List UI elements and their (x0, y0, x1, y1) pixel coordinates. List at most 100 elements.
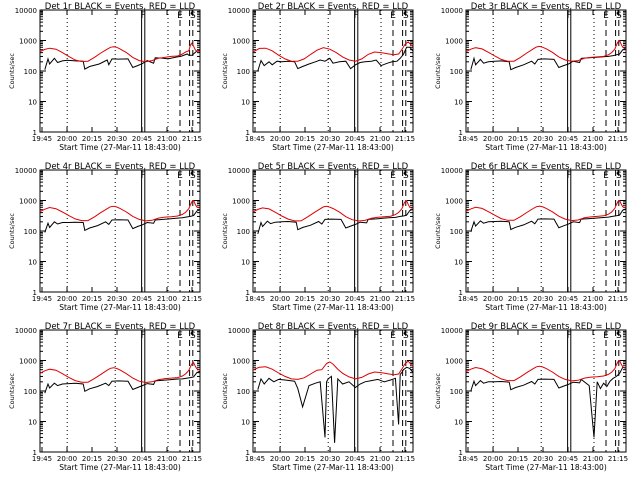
event-marker-label: F (567, 11, 572, 21)
x-tick-label: 20:15 (82, 135, 102, 143)
chart-title: Det 3r BLACK = Events, RED = LLD (471, 2, 622, 12)
y-tick-label: 1000 (445, 358, 463, 366)
chart-panel: Det 9r BLACK = Events, RED = LLD 1 10 100 10… (434, 322, 628, 472)
lld-series-line (39, 42, 201, 63)
x-tick-label: 20:15 (508, 135, 528, 143)
lld-series-line (465, 39, 627, 62)
chart-panel: Det 2r BLACK = Events, RED = LLD 1 10 100 10… (221, 2, 415, 152)
event-marker-label: E (177, 171, 183, 181)
chart-title: Det 2r BLACK = Events, RED = LLD (258, 2, 409, 12)
plot-frame (39, 9, 201, 133)
event-marker-label: E (177, 11, 183, 21)
y-axis-label: Counts/sec (8, 53, 16, 89)
x-axis-label: Start Time (27-Mar-11 18:43:00) (59, 303, 181, 312)
y-tick-label: 1 (246, 129, 250, 137)
chart-title: Det 6r BLACK = Events, RED = LLD (471, 162, 622, 172)
event-marker-label: E (177, 331, 183, 341)
x-tick-label: 18:45 (245, 295, 265, 303)
y-tick-label: 1 (246, 289, 250, 297)
x-tick-label: 20:00 (57, 135, 77, 143)
x-tick-label: 20:00 (270, 135, 290, 143)
lld-series-line (465, 359, 627, 382)
event-marker-label: S (190, 331, 196, 341)
event-marker-label: E (390, 11, 396, 21)
x-tick-label: 20:15 (508, 295, 528, 303)
y-tick-label: 10000 (441, 7, 463, 15)
event-marker-label: S (190, 11, 196, 21)
events-series-line (257, 46, 414, 72)
y-tick-label: 1000 (232, 38, 250, 46)
chart-panel: Det 7r BLACK = Events, RED = LLD 1 10 100 10… (8, 322, 202, 472)
plot-frame (465, 329, 627, 453)
x-tick-label: 20:00 (57, 455, 77, 463)
y-tick-label: 100 (24, 388, 37, 396)
x-tick-label: 20:45 (558, 295, 578, 303)
y-tick-label: 100 (450, 228, 463, 236)
chart-panel: Det 1r BLACK = Events, RED = LLD 1 10 100 10… (8, 2, 202, 152)
y-axis-label: Counts/sec (8, 373, 16, 409)
y-tick-label: 100 (450, 388, 463, 396)
x-tick-label: 21:15 (395, 135, 415, 143)
y-tick-label: 10 (241, 419, 250, 427)
x-tick-label: 20:45 (345, 295, 365, 303)
lld-series-line (39, 361, 201, 384)
x-tick-label: 21:00 (583, 135, 603, 143)
y-tick-label: 10 (241, 259, 250, 267)
events-series-line (257, 208, 414, 235)
y-tick-label: 1 (459, 289, 463, 297)
x-tick-label: 21:00 (583, 295, 603, 303)
event-marker-label: S (403, 11, 409, 21)
events-series-line (470, 208, 627, 232)
y-tick-label: 100 (237, 388, 250, 396)
x-tick-label: 20:45 (345, 455, 365, 463)
x-tick-label: 21:00 (157, 295, 177, 303)
x-tick-label: 21:15 (182, 295, 202, 303)
event-marker-label: S (616, 11, 622, 21)
x-tick-label: 20:30 (107, 455, 127, 463)
y-tick-label: 100 (237, 68, 250, 76)
x-axis-label: Start Time (27-Mar-11 18:43:00) (485, 143, 607, 152)
x-tick-label: 20:15 (82, 295, 102, 303)
x-tick-label: 21:15 (182, 455, 202, 463)
y-tick-label: 1 (459, 129, 463, 137)
y-tick-label: 1000 (445, 198, 463, 206)
y-tick-label: 10000 (228, 7, 250, 15)
x-tick-label: 21:00 (583, 455, 603, 463)
x-tick-label: 20:30 (320, 135, 340, 143)
x-axis-label: Start Time (27-Mar-11 18:43:00) (59, 463, 181, 472)
event-marker-label: E (390, 331, 396, 341)
y-tick-label: 10000 (441, 327, 463, 335)
events-series-line (44, 50, 201, 70)
y-tick-label: 10000 (228, 167, 250, 175)
x-axis-label: Start Time (27-Mar-11 18:43:00) (272, 463, 394, 472)
x-tick-label: 20:45 (132, 455, 152, 463)
plot-frame (39, 329, 201, 453)
y-tick-label: 10000 (15, 327, 37, 335)
y-tick-label: 10000 (441, 167, 463, 175)
x-axis-label: Start Time (27-Mar-11 18:43:00) (272, 143, 394, 152)
x-tick-label: 21:00 (370, 455, 390, 463)
y-tick-label: 1 (33, 449, 37, 457)
x-tick-label: 21:15 (608, 135, 628, 143)
chart-title: Det 4r BLACK = Events, RED = LLD (45, 162, 196, 172)
y-tick-label: 10 (28, 99, 37, 107)
x-tick-label: 20:45 (558, 455, 578, 463)
chart-title: Det 5r BLACK = Events, RED = LLD (258, 162, 409, 172)
y-axis-label: Counts/sec (434, 213, 442, 249)
x-tick-label: 21:00 (370, 135, 390, 143)
x-tick-label: 18:45 (458, 135, 478, 143)
x-tick-label: 21:15 (608, 455, 628, 463)
y-tick-label: 10000 (15, 7, 37, 15)
x-tick-label: 20:30 (107, 135, 127, 143)
lld-series-line (252, 360, 414, 380)
y-tick-label: 100 (24, 68, 37, 76)
y-axis-label: Counts/sec (8, 213, 16, 249)
x-tick-label: 21:15 (395, 455, 415, 463)
event-marker-label: S (616, 171, 622, 181)
lld-series-line (465, 199, 627, 222)
event-marker-label: F (141, 11, 146, 21)
x-tick-label: 18:45 (245, 135, 265, 143)
y-tick-label: 100 (24, 228, 37, 236)
chart-panel: Det 6r BLACK = Events, RED = LLD 1 10 100 10… (434, 162, 628, 312)
y-tick-label: 100 (237, 228, 250, 236)
